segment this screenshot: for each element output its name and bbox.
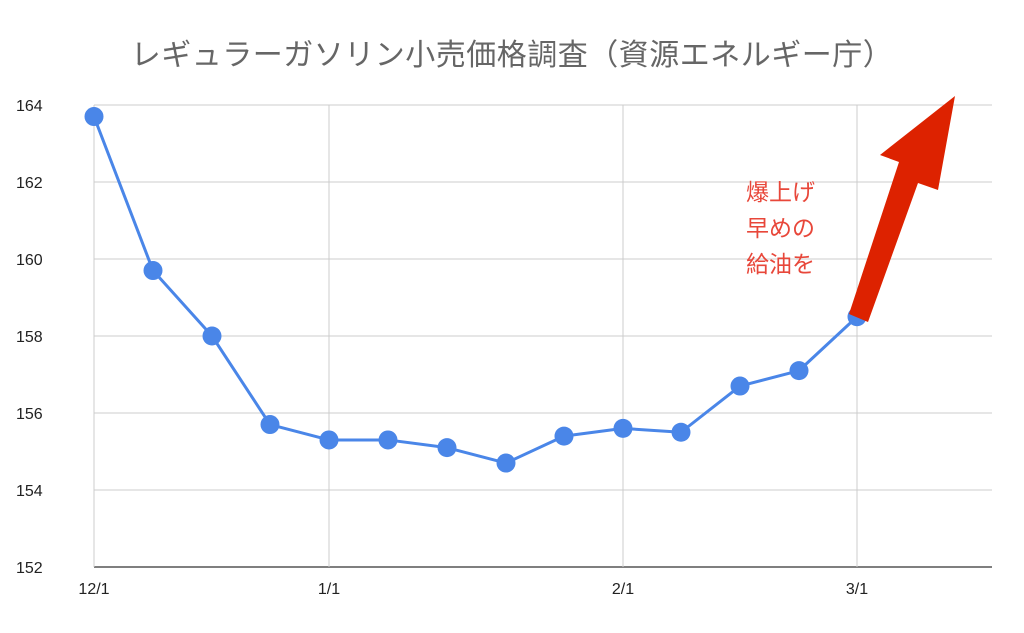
x-tick-label: 2/1 (612, 581, 634, 598)
data-point (84, 107, 104, 127)
data-point (319, 430, 339, 450)
y-tick-label: 156 (16, 406, 43, 423)
y-tick-label: 152 (16, 560, 43, 577)
data-point (554, 426, 574, 446)
x-tick-label: 1/1 (318, 581, 340, 598)
series-line (92, 116, 859, 465)
data-point (437, 438, 457, 458)
data-point (671, 422, 691, 442)
series (84, 107, 867, 473)
y-axis-ticks: 152 154 156 158 160 162 164 (16, 98, 43, 577)
data-point (260, 415, 280, 435)
data-point (202, 326, 222, 346)
data-point (730, 376, 750, 396)
x-axis-ticks: 12/1 1/1 2/1 3/1 (78, 581, 868, 598)
up-arrow (849, 96, 955, 322)
data-point (789, 361, 809, 381)
data-point (496, 453, 516, 473)
annotation-text: 早めの (746, 216, 815, 242)
data-point (143, 261, 163, 281)
y-tick-label: 164 (16, 98, 43, 115)
annotation-text: 給油を (746, 252, 815, 278)
grid (93, 104, 992, 568)
y-tick-label: 162 (16, 175, 43, 192)
data-point (613, 418, 633, 438)
annotation-text: 爆上げ (746, 180, 815, 206)
data-point (378, 430, 398, 450)
x-tick-label: 3/1 (846, 581, 868, 598)
y-tick-label: 158 (16, 329, 43, 346)
x-tick-label: 12/1 (78, 581, 109, 598)
y-tick-label: 154 (16, 483, 43, 500)
y-tick-label: 160 (16, 252, 43, 269)
chart-title: レギュラーガソリン小売価格調査（資源エネルギー庁） (130, 38, 894, 73)
